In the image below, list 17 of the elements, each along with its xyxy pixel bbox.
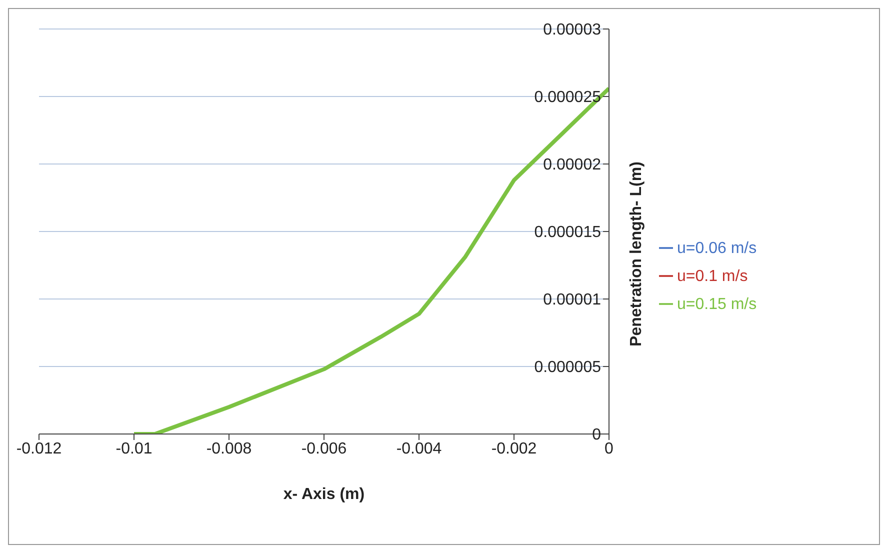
y-tick-label: 0.000015 xyxy=(534,224,602,242)
legend-label: u=0.06 m/s xyxy=(677,240,757,256)
x-axis-title: x- Axis (m) xyxy=(283,486,365,503)
x-tick-label: -0.01 xyxy=(116,440,152,458)
legend-label: u=0.1 m/s xyxy=(677,268,748,284)
x-tick-label: 0 xyxy=(604,440,614,458)
x-tick-label: -0.006 xyxy=(301,440,347,458)
y-tick-label: 0.00002 xyxy=(543,156,602,174)
y-tick-label: 0.000005 xyxy=(534,359,602,376)
x-tick-label: -0.002 xyxy=(491,440,537,458)
x-tick-label: -0.012 xyxy=(16,440,62,458)
y-tick-label: 0.00001 xyxy=(543,292,602,309)
x-tick-label: -0.004 xyxy=(396,440,442,458)
y-tick-label: 0.00003 xyxy=(543,22,602,39)
y-axis-title: Penetration length- L(m) xyxy=(628,162,646,346)
x-tick-label: -0.008 xyxy=(206,440,252,458)
legend-label: u=0.15 m/s xyxy=(677,296,757,312)
